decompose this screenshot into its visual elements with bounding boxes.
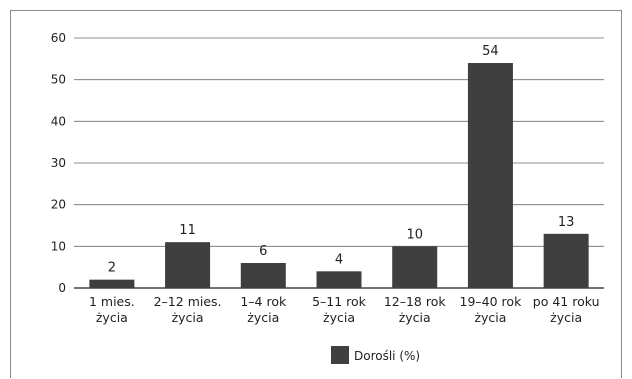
y-tick-label: 60 bbox=[51, 31, 66, 45]
data-label: 2 bbox=[108, 261, 116, 276]
y-tick-label: 30 bbox=[51, 156, 66, 170]
bar bbox=[392, 246, 438, 288]
bar bbox=[240, 263, 286, 288]
data-label: 6 bbox=[259, 244, 267, 259]
bar bbox=[467, 63, 513, 288]
gridlines bbox=[74, 37, 604, 289]
category-label: życia bbox=[96, 310, 128, 325]
bar bbox=[543, 233, 589, 288]
y-tick-label: 50 bbox=[51, 73, 66, 87]
category-label: życia bbox=[323, 310, 355, 325]
category-label: 5–11 rok bbox=[312, 294, 367, 309]
bar bbox=[89, 279, 135, 288]
category-label: 12–18 rok bbox=[384, 294, 447, 309]
data-label: 10 bbox=[406, 227, 423, 242]
category-label: 1–4 rok bbox=[240, 294, 287, 309]
category-label: życia bbox=[399, 310, 431, 325]
legend-swatch bbox=[331, 346, 349, 364]
category-label: 1 mies. bbox=[89, 294, 135, 309]
category-label: po 41 roku bbox=[533, 294, 600, 309]
data-label: 13 bbox=[558, 215, 575, 230]
category-label: 2–12 mies. bbox=[154, 294, 222, 309]
category-label: 19–40 rok bbox=[460, 294, 523, 309]
data-label: 4 bbox=[335, 252, 343, 267]
category-label: życia bbox=[474, 310, 506, 325]
y-axis-ticks: 0 10 20 30 40 50 60 bbox=[51, 31, 66, 295]
category-label: życia bbox=[172, 310, 204, 325]
chart-frame bbox=[10, 10, 622, 378]
y-tick-label: 10 bbox=[51, 239, 66, 253]
y-tick-label: 40 bbox=[51, 114, 66, 128]
category-label: życia bbox=[550, 310, 582, 325]
bar bbox=[316, 271, 362, 288]
y-tick-label: 20 bbox=[51, 198, 66, 212]
data-label: 54 bbox=[482, 44, 499, 59]
bar bbox=[165, 242, 211, 288]
data-label: 11 bbox=[179, 223, 196, 238]
data-labels: 2 11 6 4 10 54 13 bbox=[108, 44, 575, 276]
y-tick-label: 0 bbox=[58, 281, 66, 295]
legend: Dorośli (%) bbox=[331, 346, 420, 364]
legend-label: Dorośli (%) bbox=[354, 349, 420, 363]
bars bbox=[89, 63, 589, 288]
category-label: życia bbox=[247, 310, 279, 325]
